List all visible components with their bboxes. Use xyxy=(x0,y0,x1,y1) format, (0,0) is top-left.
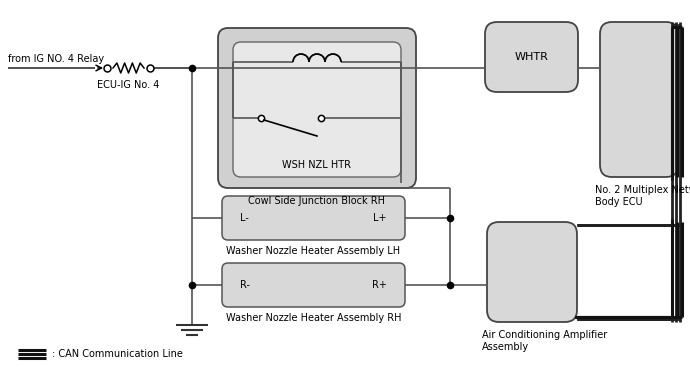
Text: Cowl Side Junction Block RH: Cowl Side Junction Block RH xyxy=(248,196,386,206)
Text: WHTR: WHTR xyxy=(515,52,549,62)
Text: ECU-IG No. 4: ECU-IG No. 4 xyxy=(97,80,159,90)
Text: L-: L- xyxy=(240,213,249,223)
FancyBboxPatch shape xyxy=(485,22,578,92)
Text: : CAN Communication Line: : CAN Communication Line xyxy=(52,349,183,359)
Text: Washer Nozzle Heater Assembly LH: Washer Nozzle Heater Assembly LH xyxy=(226,246,401,256)
Text: No. 2 Multiplex Network: No. 2 Multiplex Network xyxy=(595,185,690,195)
Text: L+: L+ xyxy=(373,213,387,223)
Text: R+: R+ xyxy=(372,280,387,290)
FancyBboxPatch shape xyxy=(600,22,678,177)
Text: WSH NZL HTR: WSH NZL HTR xyxy=(282,160,351,170)
FancyBboxPatch shape xyxy=(222,263,405,307)
FancyBboxPatch shape xyxy=(233,42,401,177)
Text: Washer Nozzle Heater Assembly RH: Washer Nozzle Heater Assembly RH xyxy=(226,313,402,323)
Text: R-: R- xyxy=(240,280,250,290)
Text: Body ECU: Body ECU xyxy=(595,197,642,207)
FancyBboxPatch shape xyxy=(222,196,405,240)
Text: from IG NO. 4 Relay: from IG NO. 4 Relay xyxy=(8,54,104,64)
FancyBboxPatch shape xyxy=(487,222,577,322)
Text: Air Conditioning Amplifier: Air Conditioning Amplifier xyxy=(482,330,607,340)
Text: Assembly: Assembly xyxy=(482,342,529,352)
FancyBboxPatch shape xyxy=(218,28,416,188)
